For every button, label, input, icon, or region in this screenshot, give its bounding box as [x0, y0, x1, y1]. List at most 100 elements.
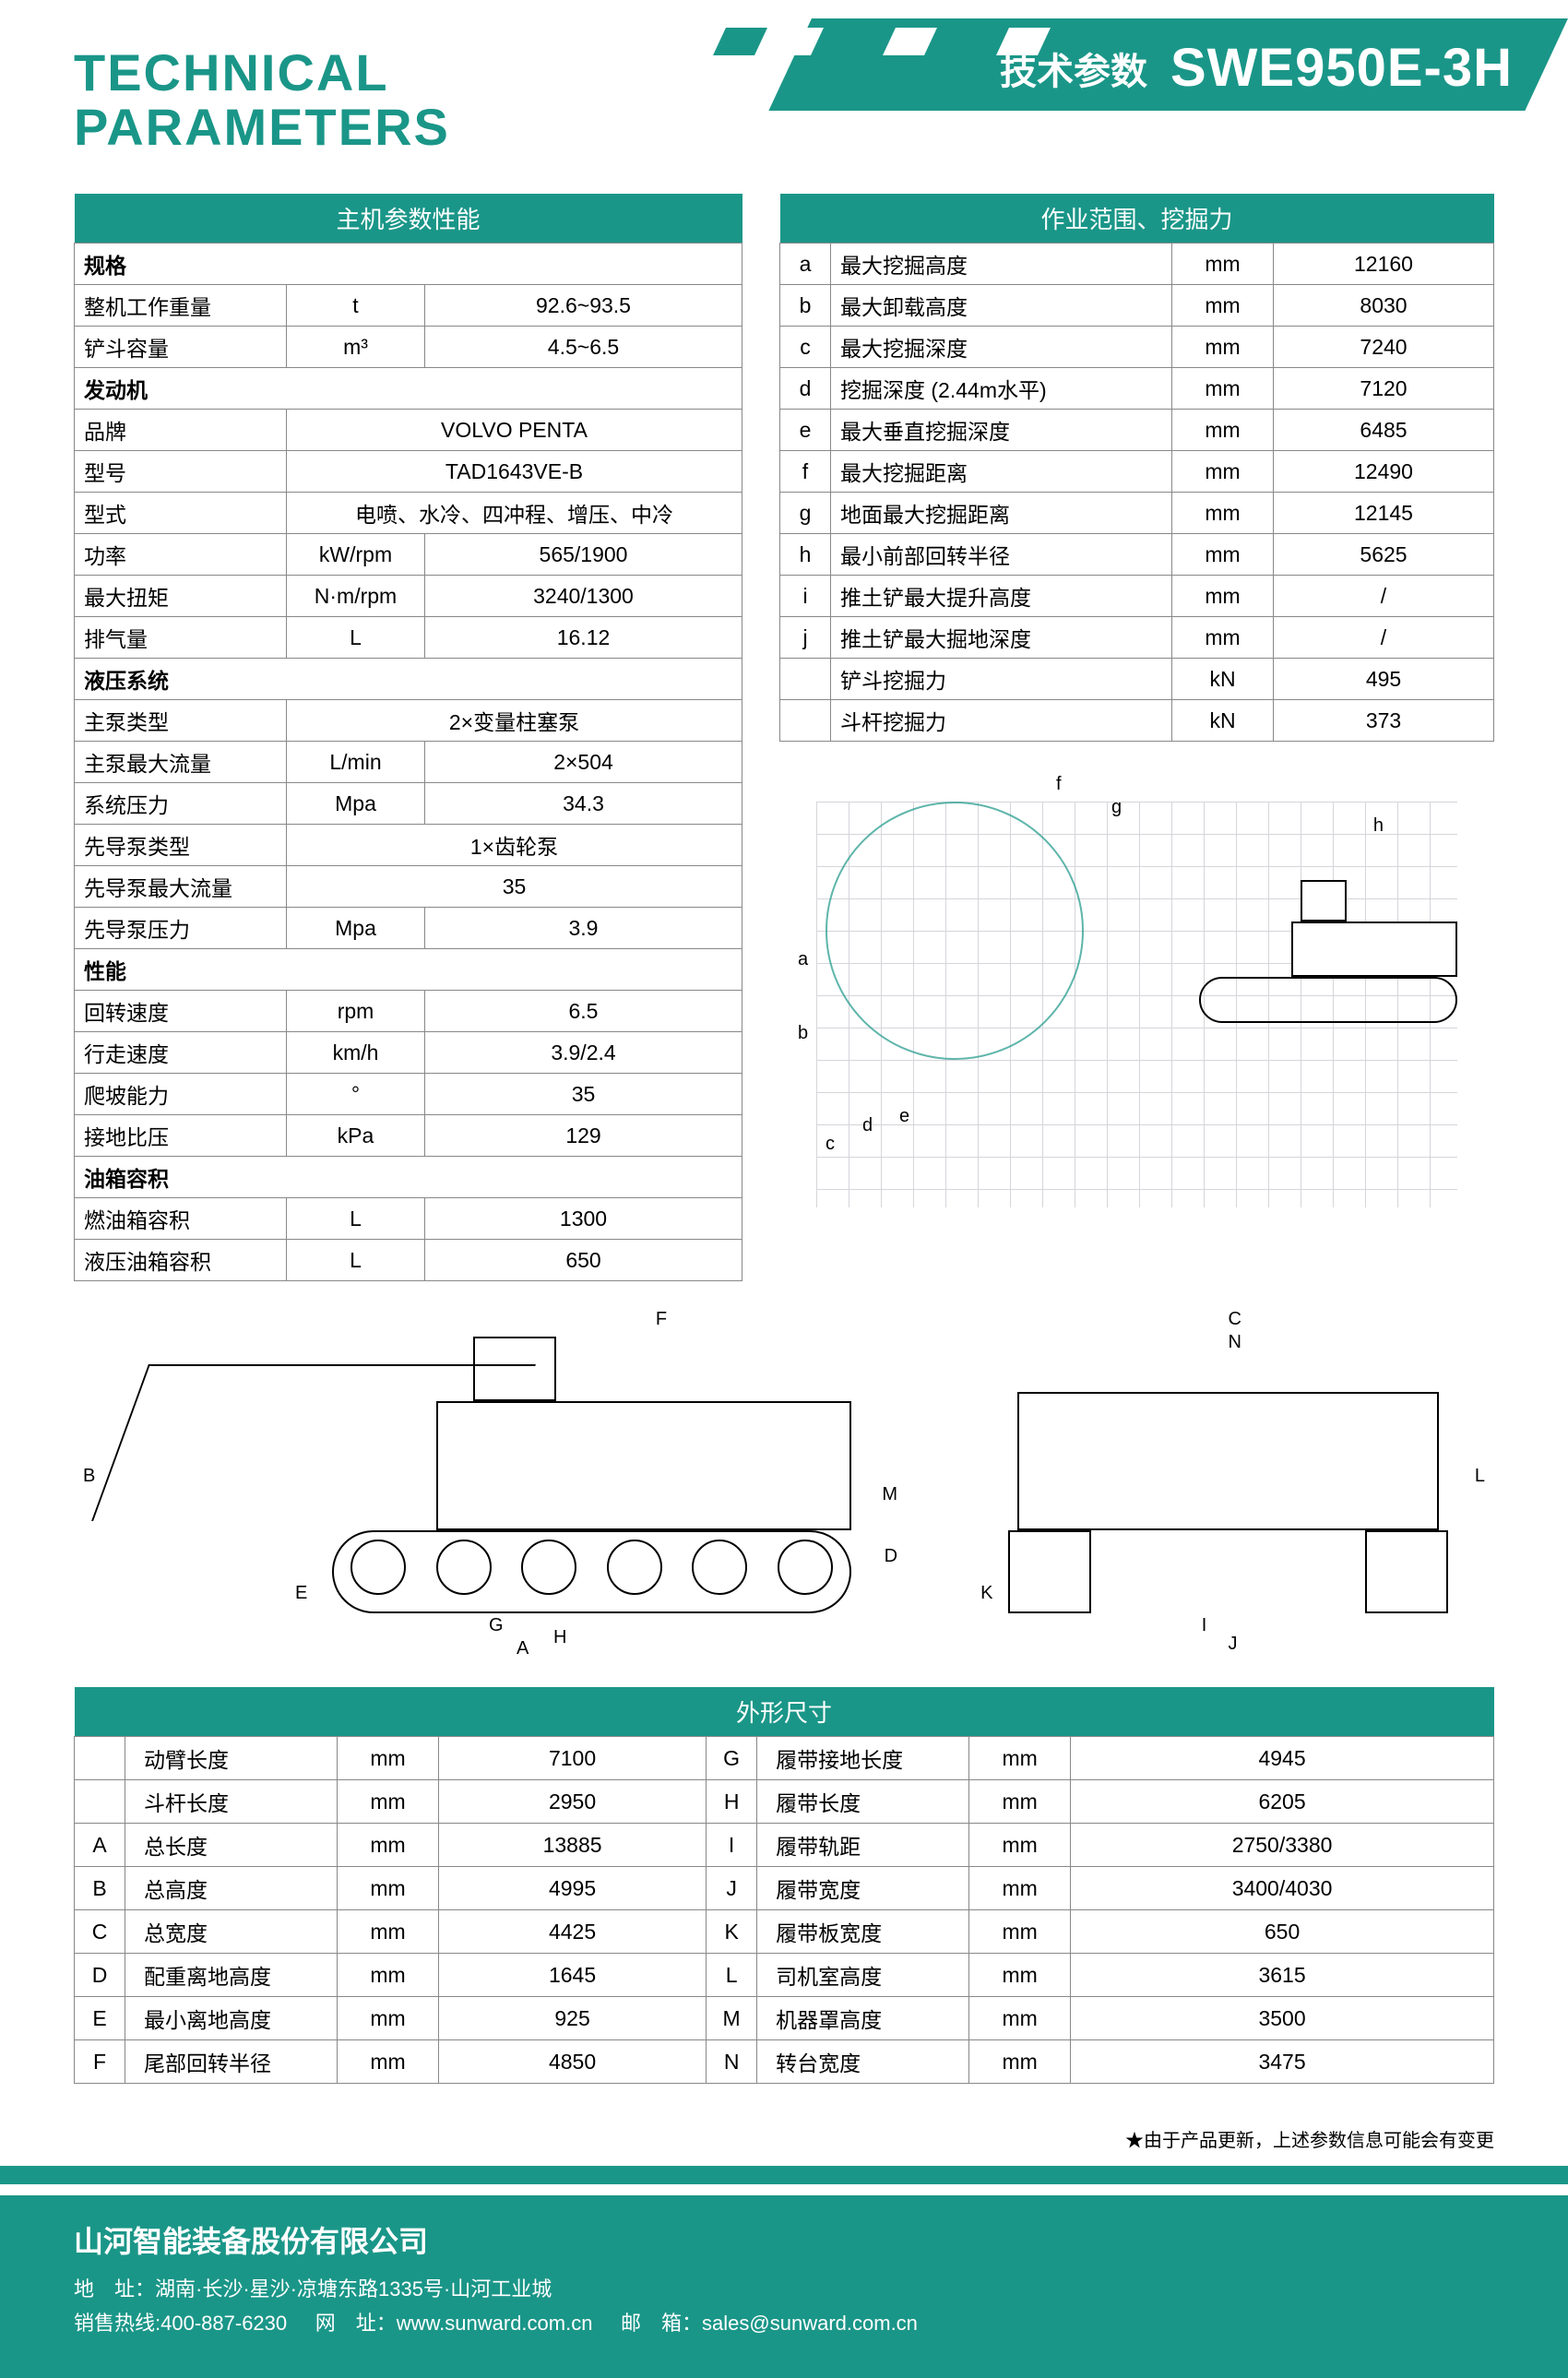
param-unit: m³ [287, 327, 425, 368]
param-name: 型式 [75, 493, 287, 534]
param-unit: N·m/rpm [287, 576, 425, 617]
footer-contact: 地 址：湖南·长沙·星沙·凉塘东路1335号·山河工业城 销售热线:400-88… [74, 2272, 1494, 2341]
dim-A: A [517, 1638, 529, 1659]
param-unit: L [287, 617, 425, 659]
sv-arm [91, 1364, 536, 1521]
wheel-icon [350, 1540, 406, 1595]
rv-track [1365, 1530, 1448, 1613]
range-value: 7240 [1274, 327, 1494, 368]
param-value: 电喷、水冷、四冲程、增压、中冷 [287, 493, 742, 534]
param-value: 1×齿轮泵 [287, 825, 742, 866]
wheel-icon [521, 1540, 576, 1595]
email-value: sales@sunward.com.cn [702, 2312, 918, 2335]
range-unit: kN [1172, 659, 1274, 700]
dim-G: G [489, 1615, 504, 1636]
range-name: 挖掘深度 (2.44m水平) [831, 368, 1172, 410]
range-unit: kN [1172, 700, 1274, 742]
param-name: 爬坡能力 [75, 1074, 287, 1115]
range-name: 地面最大挖掘距离 [831, 493, 1172, 534]
dim-cell: 总长度 [125, 1824, 338, 1867]
dot-icon [713, 28, 767, 55]
range-key: i [780, 576, 831, 617]
dim-cell: mm [338, 1867, 439, 1910]
update-note: ★由于产品更新，上述参数信息可能会有变更 [0, 2125, 1494, 2152]
dim-cell: J [707, 1867, 757, 1910]
range-value: 373 [1274, 700, 1494, 742]
table-main-params: 主机参数性能 规格整机工作重量t92.6~93.5铲斗容量m³4.5~6.5发动… [74, 194, 742, 1281]
dim-cell: 配重离地高度 [125, 1954, 338, 1997]
dim-cell: I [707, 1824, 757, 1867]
param-name: 系统压力 [75, 783, 287, 825]
dim-cell: 动臂长度 [125, 1737, 338, 1780]
param-unit: km/h [287, 1032, 425, 1074]
dim-cell: 履带宽度 [757, 1867, 969, 1910]
param-name: 型号 [75, 451, 287, 493]
wheel-icon [692, 1540, 747, 1595]
range-value: 8030 [1274, 285, 1494, 327]
dim-cell: L [707, 1954, 757, 1997]
dot-icon [883, 28, 937, 55]
wheel-icon [607, 1540, 662, 1595]
param-name: 功率 [75, 534, 287, 576]
range-name: 斗杆挖掘力 [831, 700, 1172, 742]
dim-cell: C [75, 1910, 125, 1954]
dim-b: b [798, 1023, 808, 1044]
reach-arc [826, 802, 1084, 1060]
range-unit: mm [1172, 451, 1274, 493]
dim-cell: 6205 [1071, 1780, 1494, 1824]
dim-cell: 履带长度 [757, 1780, 969, 1824]
range-value: / [1274, 617, 1494, 659]
addr-label: 地 址： [74, 2277, 155, 2301]
section-header: 发动机 [75, 368, 742, 410]
range-name: 最大垂直挖掘深度 [831, 410, 1172, 451]
param-value: 16.12 [425, 617, 742, 659]
table-dims-title: 外形尺寸 [75, 1687, 1494, 1737]
param-value: TAD1643VE-B [287, 451, 742, 493]
range-name: 最大挖掘深度 [831, 327, 1172, 368]
range-value: 12145 [1274, 493, 1494, 534]
param-value: 1300 [425, 1198, 742, 1240]
range-unit: mm [1172, 244, 1274, 285]
rv-track [1008, 1530, 1091, 1613]
dim-cell: 转台宽度 [757, 2040, 969, 2084]
dim-cell: 履带轨距 [757, 1824, 969, 1867]
range-key [780, 659, 831, 700]
dim-D: D [885, 1546, 897, 1567]
range-value: 5625 [1274, 534, 1494, 576]
dim-cell: E [75, 1997, 125, 2040]
banner-model: SWE950E-3H [1170, 37, 1513, 99]
hotline-value: 400-887-6230 [160, 2312, 287, 2335]
dim-cell: mm [969, 1824, 1071, 1867]
range-key: g [780, 493, 831, 534]
param-value: 92.6~93.5 [425, 285, 742, 327]
dim-cell: mm [969, 1954, 1071, 1997]
dim-cell: mm [338, 1910, 439, 1954]
rear-view-diagram: C N I J K L [962, 1300, 1494, 1669]
param-name: 接地比压 [75, 1115, 287, 1157]
dim-K: K [980, 1583, 992, 1604]
param-value: 129 [425, 1115, 742, 1157]
dim-J: J [1229, 1634, 1238, 1655]
range-unit: mm [1172, 285, 1274, 327]
param-value: 2×变量柱塞泵 [287, 700, 742, 742]
section-header: 性能 [75, 949, 742, 991]
param-name: 主泵最大流量 [75, 742, 287, 783]
reach-diagram: f g h a b c d e [779, 765, 1494, 1244]
dim-cell [75, 1737, 125, 1780]
section-header: 液压系统 [75, 659, 742, 700]
param-name: 回转速度 [75, 991, 287, 1032]
range-value: 7120 [1274, 368, 1494, 410]
table-range-title: 作业范围、挖掘力 [780, 194, 1494, 244]
param-unit: ° [287, 1074, 425, 1115]
wheel-icon [436, 1540, 492, 1595]
param-unit: Mpa [287, 783, 425, 825]
dim-cell: H [707, 1780, 757, 1824]
range-key: f [780, 451, 831, 493]
dim-cell: 925 [439, 1997, 707, 2040]
hotline-label: 销售热线: [74, 2312, 160, 2335]
dim-cell: 总高度 [125, 1867, 338, 1910]
param-unit: Mpa [287, 908, 425, 949]
dim-cell: 3400/4030 [1071, 1867, 1494, 1910]
param-name: 先导泵类型 [75, 825, 287, 866]
dim-cell: 尾部回转半径 [125, 2040, 338, 2084]
